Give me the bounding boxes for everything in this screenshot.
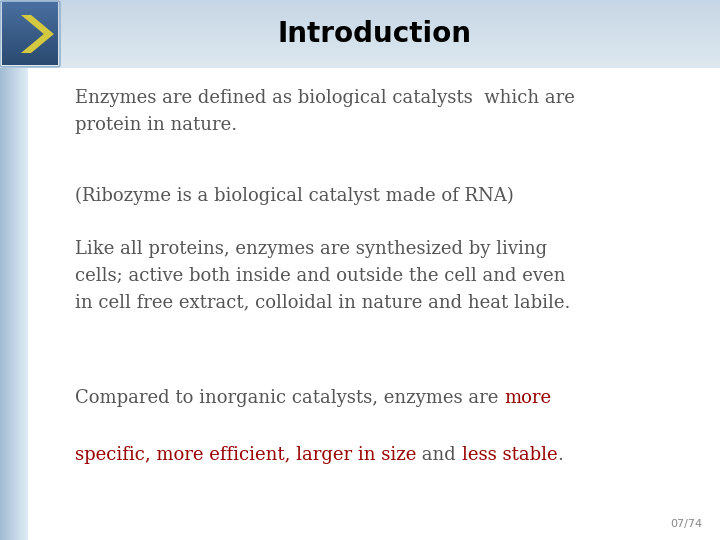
Text: 07/74: 07/74 [670, 519, 702, 529]
Text: more: more [504, 389, 552, 407]
Text: Compared to inorganic catalysts, enzymes are: Compared to inorganic catalysts, enzymes… [75, 389, 504, 407]
Text: Introduction: Introduction [278, 20, 472, 48]
Text: specific, more efficient, larger in size: specific, more efficient, larger in size [75, 446, 416, 463]
Text: .: . [557, 446, 563, 463]
Text: Like all proteins, enzymes are synthesized by living
cells; active both inside a: Like all proteins, enzymes are synthesiz… [75, 240, 570, 311]
Text: (Ribozyme is a biological catalyst made of RNA): (Ribozyme is a biological catalyst made … [75, 186, 514, 205]
Text: Enzymes are defined as biological catalysts  which are
protein in nature.: Enzymes are defined as biological cataly… [75, 89, 575, 133]
Text: less stable: less stable [462, 446, 557, 463]
Polygon shape [21, 15, 54, 53]
FancyBboxPatch shape [0, 68, 720, 540]
Text: and: and [416, 446, 462, 463]
